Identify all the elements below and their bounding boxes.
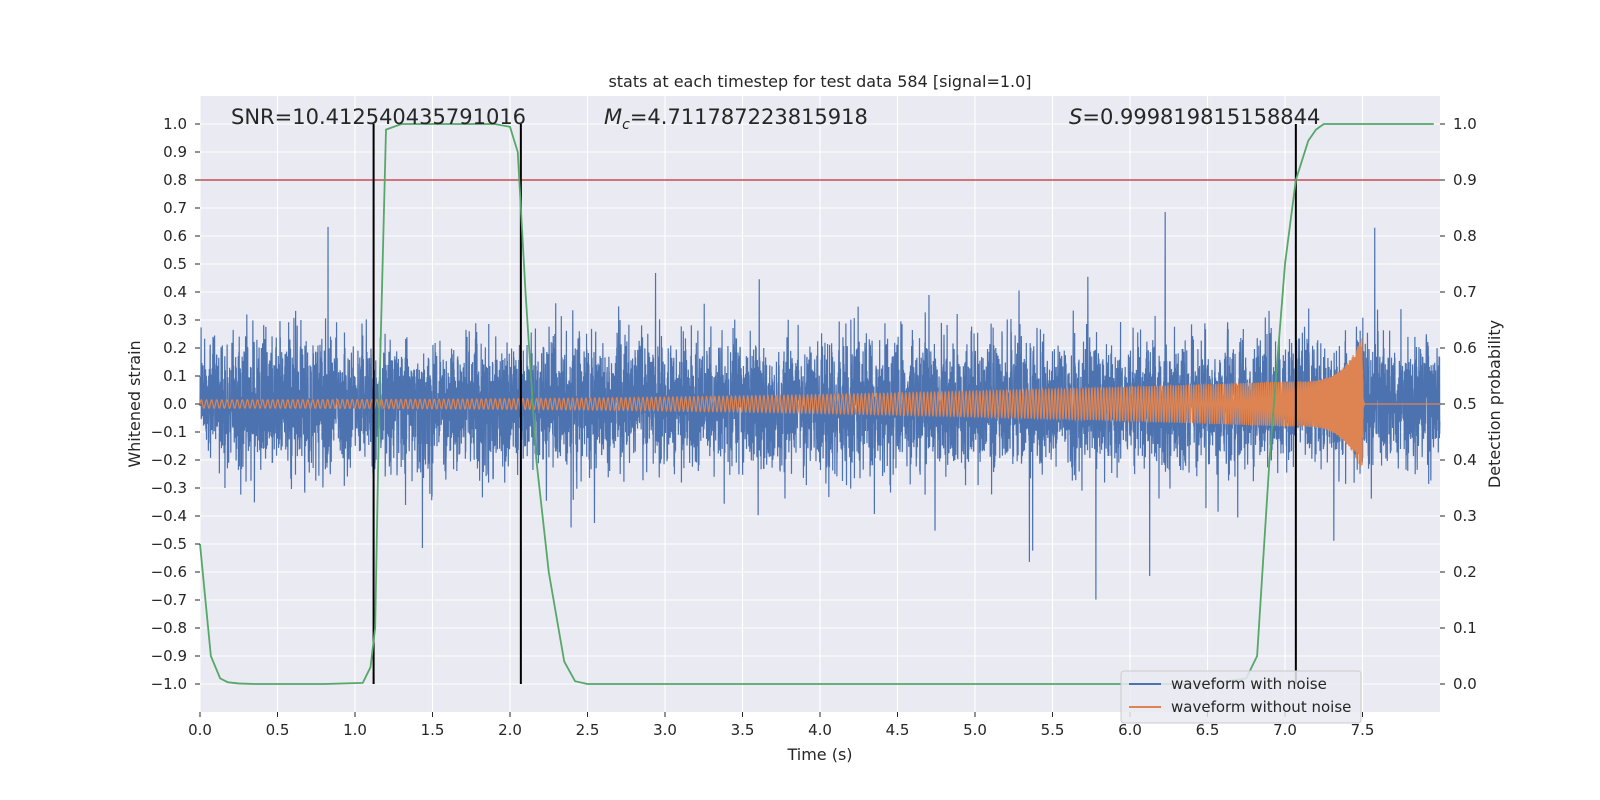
y-tick-label: −0.1 <box>151 423 187 441</box>
y2-tick-label: 0.0 <box>1453 675 1477 693</box>
y-tick-label: 0.6 <box>163 227 187 245</box>
overlay-lines <box>199 123 1440 685</box>
series-detection-probability <box>199 123 1434 685</box>
x-tick-label: 6.0 <box>1118 721 1142 739</box>
x-tick-label: 2.5 <box>576 721 600 739</box>
x-tick-label: 0.5 <box>266 721 290 739</box>
y-tick-label: −0.7 <box>151 591 187 609</box>
y2-tick-label: 0.5 <box>1453 395 1477 413</box>
x-tick-label: 7.5 <box>1351 721 1375 739</box>
series-waveform-without-noise <box>199 338 1440 467</box>
y-tick-label: 0.1 <box>163 367 187 385</box>
y-tick-label: −0.8 <box>151 619 187 637</box>
y-tick-label: 1.0 <box>163 115 187 133</box>
x-tick-label: 4.0 <box>808 721 832 739</box>
y2-tick-label: 1.0 <box>1453 115 1477 133</box>
y-tick-label: 0.0 <box>163 395 187 413</box>
y-tick-label: 0.4 <box>163 283 187 301</box>
y-tick-label: −1.0 <box>151 675 187 693</box>
y2-tick-label: 0.7 <box>1453 283 1477 301</box>
y2-tick-label: 0.1 <box>1453 619 1477 637</box>
clean-waveform-series <box>199 338 1440 467</box>
x-tick-label: 2.0 <box>498 721 522 739</box>
chirp-mass-value: =4.711787223815918 <box>630 105 868 129</box>
legend-label-noise: waveform with noise <box>1171 675 1327 693</box>
y2-tick-label: 0.3 <box>1453 507 1477 525</box>
y2-tick-label: 0.6 <box>1453 339 1477 357</box>
y-tick-label: −0.5 <box>151 535 187 553</box>
chirp-mass-subscript: c <box>622 117 630 133</box>
y-tick-label: −0.6 <box>151 563 187 581</box>
x-tick-label: 1.5 <box>421 721 445 739</box>
y2-tick-label: 0.9 <box>1453 171 1477 189</box>
x-tick-label: 7.0 <box>1273 721 1297 739</box>
statistic-annotation: S=0.999819815158844 <box>1069 105 1320 129</box>
snr-annotation: SNR=10.412540435791016 <box>231 105 526 129</box>
x-tick-label: 5.5 <box>1041 721 1065 739</box>
x-tick-label: 5.0 <box>963 721 987 739</box>
legend-box <box>1120 670 1362 724</box>
axis-ticks: 0.0 0.5 1.0 1.5 2.0 2.5 3.0 3.5 4.0 4.5 5.0 5.5 6.0 6… <box>151 115 1477 739</box>
chirp-mass-annotation: Mc=4.711787223815918 <box>604 105 868 133</box>
y-tick-label: 0.5 <box>163 255 187 273</box>
y-tick-label: 0.8 <box>163 171 187 189</box>
x-tick-label: 3.5 <box>731 721 755 739</box>
x-tick-label: 0.0 <box>188 721 212 739</box>
y2-tick-label: 0.8 <box>1453 227 1477 245</box>
y-tick-label: −0.3 <box>151 479 187 497</box>
x-tick-label: 3.0 <box>653 721 677 739</box>
y-tick-label: 0.3 <box>163 311 187 329</box>
y-tick-label: 0.9 <box>163 143 187 161</box>
y-tick-label: −0.9 <box>151 647 187 665</box>
chart-title: stats at each timestep for test data 584… <box>608 72 1031 91</box>
statistic-value: =0.999819815158844 <box>1082 105 1320 129</box>
legend: waveform with noise waveform without noi… <box>1120 670 1362 724</box>
statistic-symbol: S <box>1069 105 1082 129</box>
x-axis-label: Time (s) <box>786 745 852 764</box>
y-tick-label: 0.7 <box>163 199 187 217</box>
y-tick-label: −0.2 <box>151 451 187 469</box>
y2-tick-label: 0.2 <box>1453 563 1477 581</box>
x-tick-label: 4.5 <box>886 721 910 739</box>
legend-label-clean: waveform without noise <box>1171 698 1351 716</box>
y-axis-label: Whitened strain <box>125 340 144 467</box>
y-tick-label: 0.2 <box>163 339 187 357</box>
x-tick-label: 6.5 <box>1196 721 1220 739</box>
x-tick-label: 1.0 <box>343 721 367 739</box>
y2-tick-label: 0.4 <box>1453 451 1477 469</box>
y2-axis-label: Detection probability <box>1485 320 1504 488</box>
chirp-mass-symbol: M <box>604 105 622 129</box>
y-tick-label: −0.4 <box>151 507 187 525</box>
